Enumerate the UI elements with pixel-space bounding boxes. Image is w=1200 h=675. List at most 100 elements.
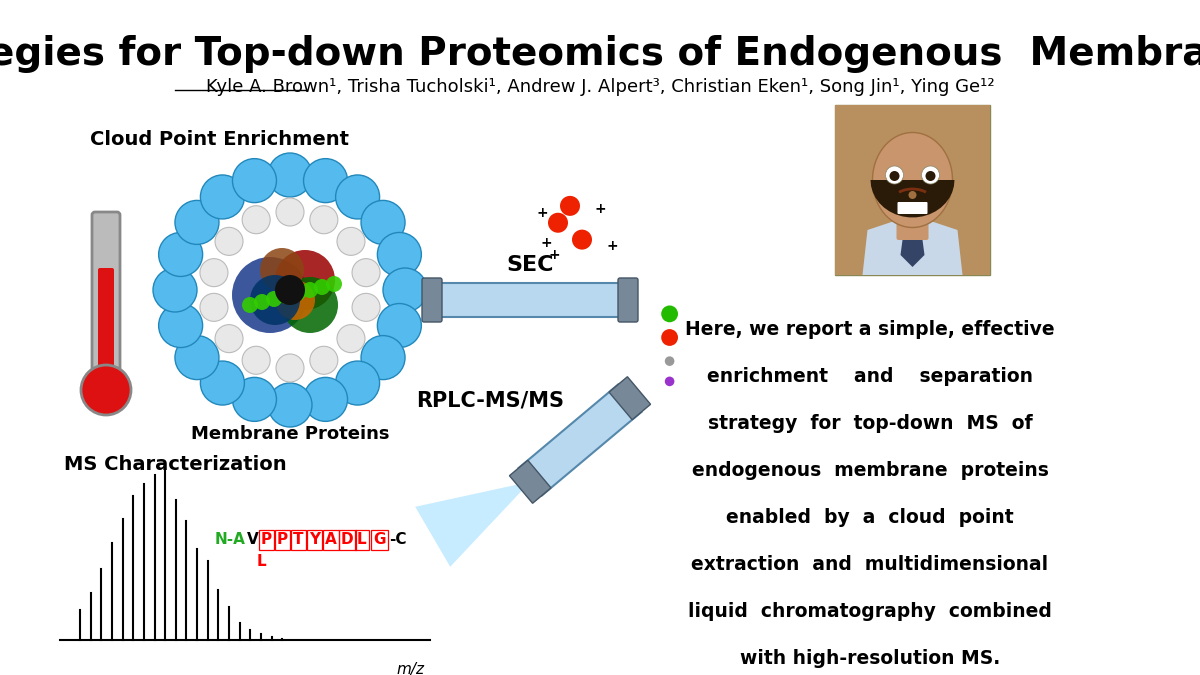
Text: SEC: SEC [506, 255, 553, 275]
FancyBboxPatch shape [835, 105, 990, 275]
Circle shape [310, 346, 338, 374]
FancyBboxPatch shape [896, 206, 929, 240]
Text: +: + [548, 248, 560, 262]
Circle shape [377, 232, 421, 277]
Circle shape [175, 335, 218, 379]
Text: L: L [358, 533, 367, 547]
Text: -C: -C [389, 533, 407, 547]
Circle shape [276, 198, 304, 226]
Circle shape [302, 282, 318, 298]
FancyBboxPatch shape [422, 278, 442, 322]
Circle shape [560, 196, 580, 216]
Circle shape [275, 280, 314, 320]
Circle shape [233, 159, 276, 202]
Text: enabled  by  a  cloud  point: enabled by a cloud point [726, 508, 1014, 527]
FancyBboxPatch shape [437, 283, 623, 317]
Circle shape [282, 277, 338, 333]
Circle shape [352, 294, 380, 321]
Polygon shape [510, 460, 551, 504]
Circle shape [158, 304, 203, 348]
Circle shape [336, 175, 379, 219]
Circle shape [242, 346, 270, 374]
Circle shape [572, 230, 592, 250]
Circle shape [82, 365, 131, 415]
Circle shape [275, 250, 335, 310]
Ellipse shape [872, 132, 953, 227]
Polygon shape [415, 482, 530, 567]
Circle shape [889, 171, 900, 181]
Circle shape [200, 259, 228, 287]
Circle shape [661, 306, 678, 322]
Circle shape [326, 276, 342, 292]
Text: L: L [257, 554, 266, 570]
Circle shape [361, 335, 406, 379]
Circle shape [250, 275, 300, 325]
Circle shape [200, 294, 228, 321]
Circle shape [665, 377, 674, 386]
Polygon shape [518, 385, 641, 495]
Circle shape [922, 166, 940, 184]
Circle shape [242, 206, 270, 234]
Circle shape [276, 354, 304, 382]
Text: strategy  for  top-down  MS  of: strategy for top-down MS of [708, 414, 1032, 433]
Text: +: + [594, 202, 606, 216]
Text: MS Characterization: MS Characterization [64, 455, 287, 474]
Circle shape [377, 304, 421, 348]
Circle shape [275, 275, 305, 305]
Text: P: P [277, 533, 288, 547]
Polygon shape [900, 225, 924, 267]
Text: G: G [373, 533, 385, 547]
Circle shape [232, 257, 308, 333]
Text: Y: Y [310, 533, 320, 547]
Text: T: T [293, 533, 304, 547]
Circle shape [290, 285, 306, 301]
FancyBboxPatch shape [898, 202, 928, 214]
Circle shape [886, 166, 904, 184]
Text: enrichment    and    separation: enrichment and separation [707, 367, 1033, 386]
Text: with high-resolution MS.: with high-resolution MS. [740, 649, 1000, 668]
Text: extraction  and  multidimensional: extraction and multidimensional [691, 555, 1049, 574]
Circle shape [665, 356, 674, 366]
FancyBboxPatch shape [98, 268, 114, 377]
FancyBboxPatch shape [92, 212, 120, 378]
Circle shape [361, 200, 406, 244]
Circle shape [215, 227, 244, 255]
Text: +: + [606, 240, 618, 253]
Polygon shape [863, 220, 962, 275]
Text: RPLC-MS/MS: RPLC-MS/MS [416, 390, 564, 410]
Text: Here, we report a simple, effective: Here, we report a simple, effective [685, 320, 1055, 339]
Circle shape [304, 377, 348, 421]
Polygon shape [610, 377, 650, 420]
Circle shape [278, 288, 294, 304]
Circle shape [200, 175, 245, 219]
Text: +: + [540, 236, 552, 250]
Text: m/z: m/z [396, 662, 424, 675]
Circle shape [268, 153, 312, 197]
Circle shape [383, 268, 427, 312]
Text: Novel Strategies for Top-down Proteomics of Endogenous  Membrane Proteins: Novel Strategies for Top-down Proteomics… [0, 35, 1200, 73]
Circle shape [314, 279, 330, 295]
Text: D: D [341, 533, 354, 547]
Circle shape [310, 206, 338, 234]
Text: endogenous  membrane  proteins: endogenous membrane proteins [691, 461, 1049, 480]
Circle shape [352, 259, 380, 287]
Circle shape [908, 191, 917, 199]
Text: liquid  chromatography  combined: liquid chromatography combined [688, 602, 1052, 621]
Text: N-A: N-A [215, 533, 246, 547]
Circle shape [254, 294, 270, 310]
Text: Cloud Point Enrichment: Cloud Point Enrichment [90, 130, 349, 149]
Circle shape [337, 325, 365, 352]
Circle shape [337, 227, 365, 255]
Text: Membrane Proteins: Membrane Proteins [191, 425, 389, 443]
Circle shape [336, 361, 379, 405]
Text: P: P [262, 533, 272, 547]
Circle shape [304, 159, 348, 202]
Circle shape [158, 232, 203, 277]
Text: V: V [247, 533, 259, 547]
Circle shape [268, 383, 312, 427]
Circle shape [242, 297, 258, 313]
FancyBboxPatch shape [835, 105, 990, 275]
Circle shape [233, 377, 276, 421]
Text: A: A [325, 533, 337, 547]
Circle shape [260, 248, 304, 292]
